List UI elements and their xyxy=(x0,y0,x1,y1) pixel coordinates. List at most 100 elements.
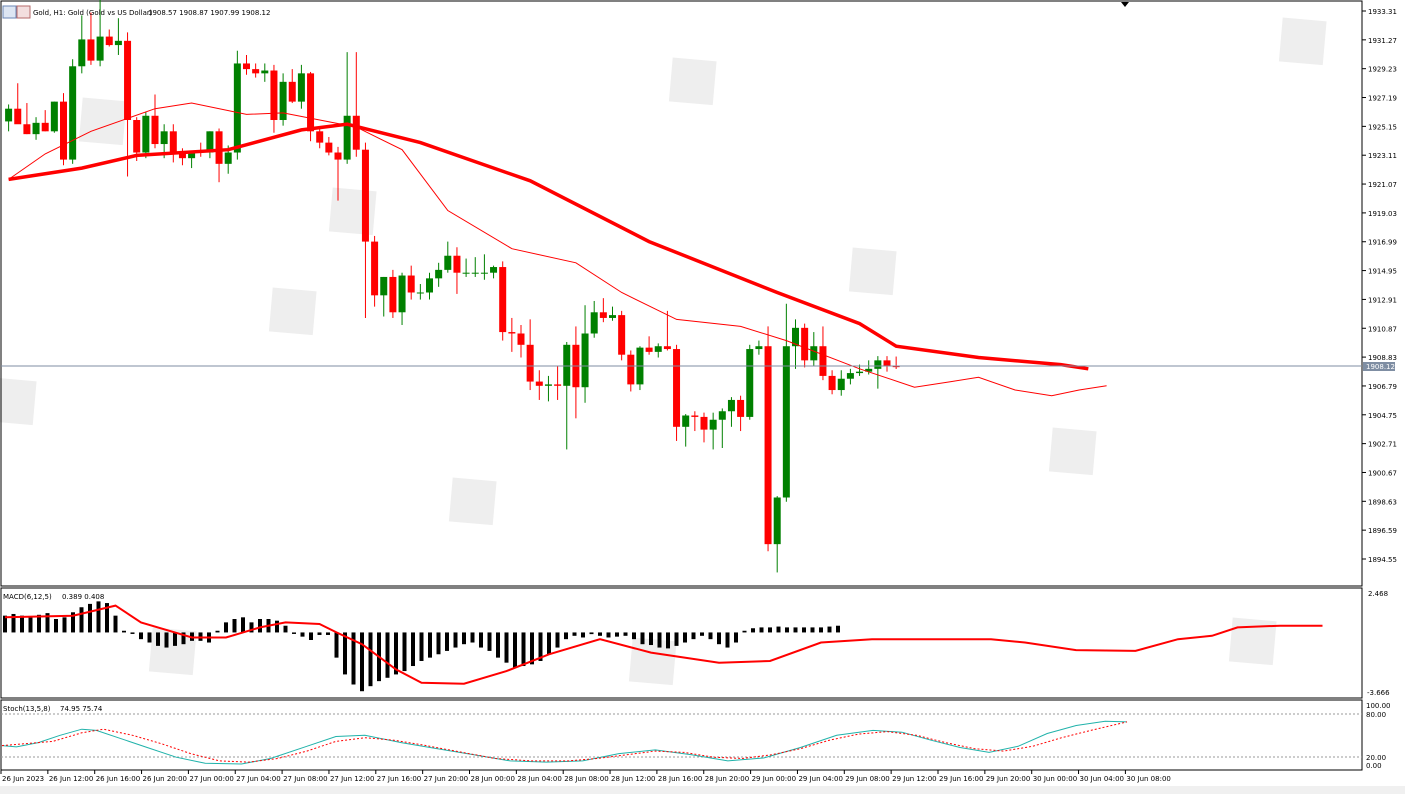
candle[interactable] xyxy=(371,235,379,307)
candle[interactable] xyxy=(279,73,287,126)
candle[interactable] xyxy=(389,269,397,318)
candle[interactable] xyxy=(114,18,122,55)
price-axis[interactable]: 1933.31 1931.27 1929.23 1927.19 1925.15 1923.… xyxy=(1362,8,1397,564)
candle[interactable] xyxy=(746,344,754,420)
candle[interactable] xyxy=(755,340,763,355)
candle[interactable] xyxy=(426,272,433,300)
candle[interactable] xyxy=(78,15,86,74)
candle[interactable] xyxy=(673,344,681,441)
candle[interactable] xyxy=(270,64,278,133)
candle[interactable] xyxy=(554,366,562,400)
candle[interactable] xyxy=(60,93,67,166)
candle[interactable] xyxy=(215,128,223,183)
candle[interactable] xyxy=(380,276,388,317)
candle[interactable] xyxy=(490,265,498,279)
candle[interactable] xyxy=(361,142,369,318)
candle[interactable] xyxy=(435,262,443,287)
candle[interactable] xyxy=(874,356,882,389)
macd-histogram-bar xyxy=(530,632,534,665)
candle[interactable] xyxy=(14,83,22,125)
candle[interactable] xyxy=(407,265,415,300)
candle[interactable] xyxy=(773,496,781,573)
candle[interactable] xyxy=(810,332,818,367)
candle[interactable] xyxy=(682,414,690,447)
candle[interactable] xyxy=(151,94,159,149)
candle[interactable] xyxy=(663,310,671,351)
candle[interactable] xyxy=(288,69,296,104)
candle[interactable] xyxy=(609,306,616,321)
candle[interactable] xyxy=(691,411,699,432)
candle[interactable] xyxy=(398,272,406,326)
candle[interactable] xyxy=(737,395,745,432)
candle[interactable] xyxy=(50,101,58,133)
candle[interactable] xyxy=(782,303,790,502)
candle[interactable] xyxy=(645,336,653,355)
main-price-pane[interactable]: Gold, H1: Gold (Gold vs US Dollar) 1908.… xyxy=(0,0,1363,587)
candle[interactable] xyxy=(41,110,49,132)
candle[interactable] xyxy=(142,111,150,159)
candle[interactable] xyxy=(87,12,95,65)
candle[interactable] xyxy=(325,136,333,156)
candle[interactable] xyxy=(480,254,488,280)
candle[interactable] xyxy=(233,50,241,160)
candle[interactable] xyxy=(453,247,461,294)
candle[interactable] xyxy=(5,104,13,132)
candle[interactable] xyxy=(188,151,196,169)
candle[interactable] xyxy=(297,64,305,109)
candle[interactable] xyxy=(654,343,662,358)
candle[interactable] xyxy=(169,124,177,163)
candle[interactable] xyxy=(261,63,269,82)
candle[interactable] xyxy=(828,370,836,395)
candle[interactable] xyxy=(23,103,31,135)
candle[interactable] xyxy=(764,326,772,552)
candle[interactable] xyxy=(535,370,543,400)
candle[interactable] xyxy=(316,127,324,149)
candle[interactable] xyxy=(32,117,40,140)
candle[interactable] xyxy=(837,370,845,396)
candle[interactable] xyxy=(892,356,900,369)
candle[interactable] xyxy=(462,258,470,277)
candle[interactable] xyxy=(124,32,132,177)
candle[interactable] xyxy=(105,29,113,47)
macd-pane[interactable]: MACD(6,12,5) 0.389 0.408 2.468 -3.666 xyxy=(0,587,1390,699)
time-axis[interactable]: 26 Jun 2023 26 Jun 12:00 26 Jun 16:00 26 Ju… xyxy=(0,770,1171,783)
candle[interactable] xyxy=(416,284,424,300)
candle[interactable] xyxy=(563,341,571,450)
candle[interactable] xyxy=(709,412,717,450)
candle[interactable] xyxy=(526,319,534,391)
candle[interactable] xyxy=(252,63,260,78)
candle[interactable] xyxy=(544,375,552,402)
candle[interactable] xyxy=(727,397,735,427)
candle[interactable] xyxy=(517,325,525,358)
price-tick-label: 1900.67 xyxy=(1368,469,1397,477)
candle[interactable] xyxy=(627,350,635,392)
candle-body xyxy=(718,411,726,420)
candle[interactable] xyxy=(243,54,250,75)
candle[interactable] xyxy=(599,298,607,323)
candle[interactable] xyxy=(618,310,626,361)
candle[interactable] xyxy=(69,59,77,164)
candle[interactable] xyxy=(444,241,452,273)
candle[interactable] xyxy=(334,146,342,201)
candle[interactable] xyxy=(581,305,589,403)
candle[interactable] xyxy=(883,356,891,372)
candle[interactable] xyxy=(352,52,360,157)
candle[interactable] xyxy=(206,131,214,159)
candle[interactable] xyxy=(846,368,854,385)
candle[interactable] xyxy=(508,317,516,352)
candle[interactable] xyxy=(636,346,644,391)
watermark-layer xyxy=(0,17,1327,686)
candle[interactable] xyxy=(471,257,479,277)
chart-shift-marker[interactable] xyxy=(1121,2,1129,7)
bottom-scroll-area[interactable] xyxy=(0,786,1405,794)
candle[interactable] xyxy=(819,326,827,381)
candle[interactable] xyxy=(499,261,507,341)
candle[interactable] xyxy=(801,323,809,368)
candle[interactable] xyxy=(718,408,726,449)
stochastic-pane[interactable]: Stoch(13,5,8) 74.95 75.74 100.00 80.00 2… xyxy=(0,699,1391,771)
candle[interactable] xyxy=(343,52,351,164)
candle[interactable] xyxy=(700,412,708,443)
candle[interactable] xyxy=(590,300,598,338)
candle[interactable] xyxy=(96,0,104,67)
